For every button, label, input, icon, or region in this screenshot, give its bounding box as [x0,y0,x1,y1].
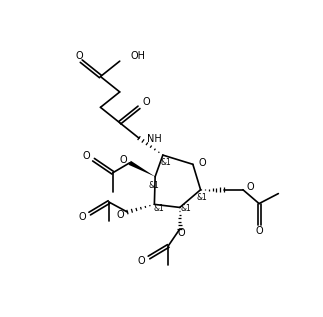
Text: O: O [255,225,263,236]
Text: O: O [138,256,145,266]
Text: OH: OH [130,51,145,61]
Text: O: O [198,158,206,168]
Text: &1: &1 [148,181,159,191]
Text: O: O [119,155,127,165]
Text: &1: &1 [197,193,207,202]
Text: &1: &1 [181,204,191,213]
Text: O: O [143,97,151,107]
Text: O: O [117,210,124,220]
Text: NH: NH [147,134,162,144]
Text: O: O [78,212,86,222]
Text: O: O [75,51,83,61]
Text: O: O [82,151,90,161]
Text: &1: &1 [154,204,164,213]
Text: O: O [247,182,255,192]
Text: O: O [178,228,185,238]
Text: &1: &1 [161,158,171,167]
Polygon shape [129,161,155,177]
